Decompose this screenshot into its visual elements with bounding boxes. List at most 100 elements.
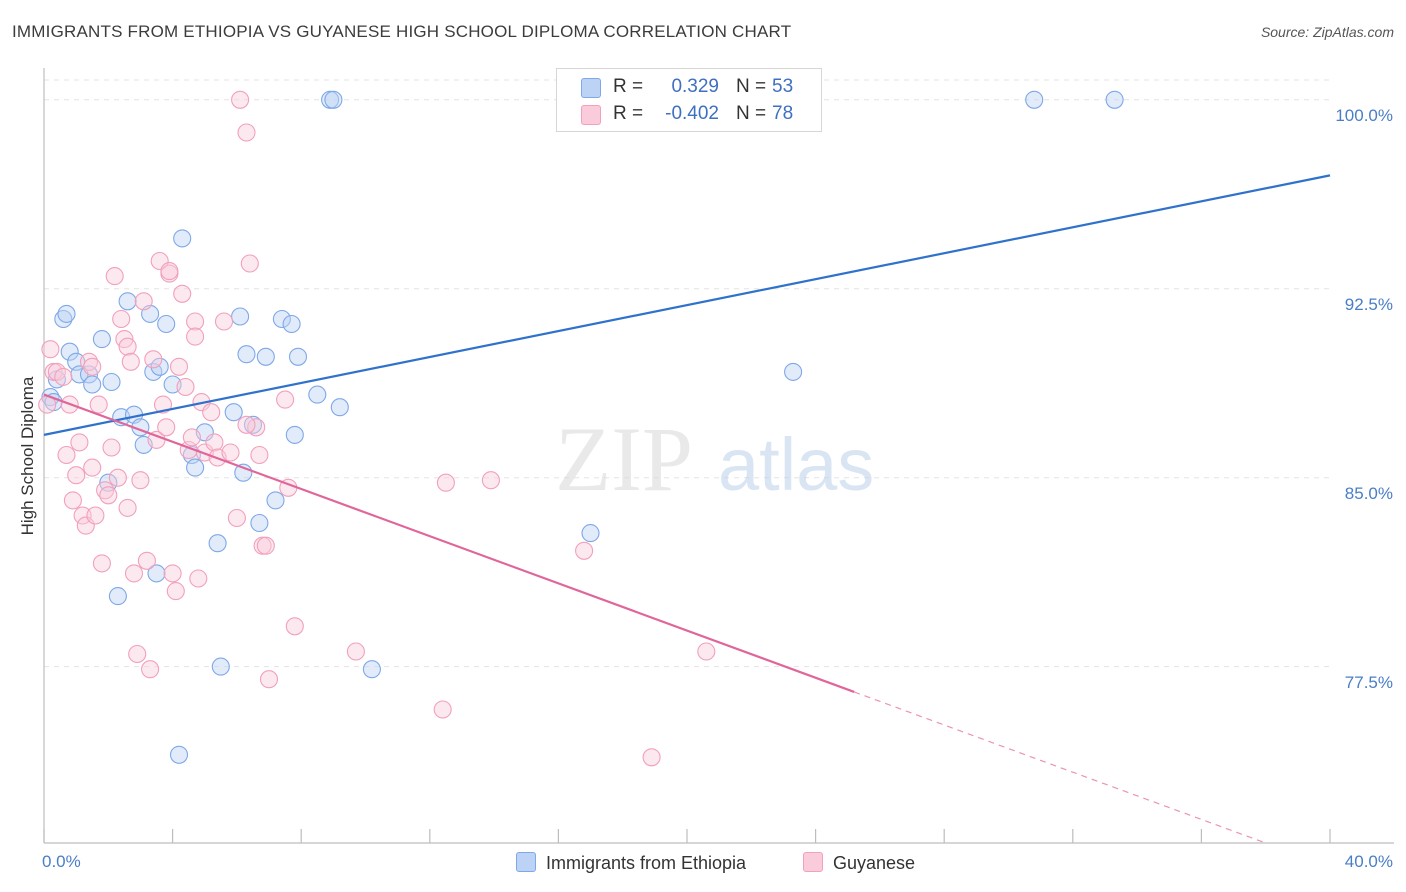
point-ethiopia (186, 458, 205, 477)
point-guyanese (186, 327, 205, 346)
point-guyanese (54, 367, 73, 386)
y-tick-label: 77.5% (1344, 672, 1393, 692)
point-ethiopia (173, 229, 192, 248)
point-guyanese (259, 670, 279, 689)
point-guyanese (124, 564, 144, 583)
point-ethiopia (308, 385, 327, 404)
y-tick-label: 85.0% (1344, 483, 1393, 503)
point-ethiopia (102, 372, 121, 392)
point-guyanese (79, 352, 99, 371)
watermark-atlas: atlas (718, 423, 874, 506)
point-guyanese (166, 582, 185, 601)
point-ethiopia (83, 375, 102, 394)
legend-item-guyanese[interactable]: Guyanese (803, 852, 915, 874)
y-tick-label: 100.0% (1335, 105, 1393, 125)
point-guyanese (76, 516, 95, 535)
point-guyanese (153, 395, 173, 414)
point-ethiopia (330, 398, 349, 417)
legend-swatch-ethiopia (516, 852, 536, 872)
point-guyanese (697, 642, 716, 661)
point-ethiopia (282, 314, 301, 334)
point-ethiopia (60, 342, 79, 361)
stats-row-ethiopia: R = 0.329 N = 53 (557, 74, 821, 100)
point-guyanese (108, 468, 127, 487)
x-tick-label-max: 40.0% (1344, 852, 1393, 871)
point-guyanese (112, 309, 131, 329)
point-guyanese (237, 415, 256, 434)
point-ethiopia (54, 309, 73, 329)
point-guyanese (642, 748, 661, 767)
y-axis-title: High School Diploma (18, 376, 37, 536)
point-ethiopia (243, 415, 263, 434)
point-guyanese (163, 564, 182, 583)
point-guyanese (70, 433, 89, 452)
point-ethiopia (169, 745, 189, 764)
trend-line-guyanese (43, 393, 855, 693)
source-label: Source: ZipAtlas.com (1260, 24, 1394, 40)
point-guyanese (121, 352, 140, 371)
trend-lines (43, 174, 1331, 844)
point-ethiopia (208, 534, 227, 553)
point-guyanese (189, 569, 208, 588)
point-guyanese (73, 506, 92, 525)
point-guyanese (481, 471, 500, 490)
r-value-ethiopia: 0.329 (671, 76, 719, 97)
point-guyanese (41, 340, 60, 359)
legend-item-ethiopia[interactable]: Immigrants from Ethiopia (516, 852, 746, 874)
point-guyanese (214, 312, 234, 331)
trend-line-ethiopia (43, 174, 1331, 436)
point-guyanese (89, 395, 108, 414)
point-guyanese (67, 466, 86, 485)
point-guyanese (221, 443, 240, 462)
point-ethiopia (256, 347, 275, 366)
point-guyanese (157, 418, 176, 437)
point-guyanese (433, 700, 452, 719)
point-ethiopia (1025, 90, 1044, 109)
stats-box: R = 0.329 N = 53 R = -0.402 N = 78 (556, 68, 822, 132)
n-label: N = (736, 76, 767, 97)
point-guyanese (144, 350, 163, 369)
point-guyanese (231, 90, 250, 109)
point-guyanese (256, 536, 275, 555)
point-ethiopia (784, 362, 803, 381)
point-ethiopia (57, 304, 76, 323)
point-ethiopia (250, 513, 269, 533)
point-guyanese (250, 445, 269, 465)
n-value-ethiopia: 53 (772, 76, 794, 97)
watermark: ZIP atlas (555, 408, 874, 510)
point-guyanese (128, 644, 147, 664)
legend-swatch-guyanese (803, 852, 823, 872)
point-guyanese (186, 312, 205, 331)
point-guyanese (105, 267, 124, 286)
point-ethiopia (285, 425, 304, 444)
point-guyanese (276, 390, 295, 409)
watermark-zip: ZIP (555, 408, 693, 510)
point-guyanese (131, 471, 150, 490)
point-guyanese (202, 403, 221, 422)
legend-label-ethiopia: Immigrants from Ethiopia (546, 853, 747, 873)
point-guyanese (346, 642, 365, 661)
point-guyanese (102, 438, 121, 457)
point-guyanese (575, 541, 594, 560)
point-ethiopia (147, 564, 166, 583)
point-guyanese (137, 551, 156, 570)
point-guyanese (169, 357, 189, 376)
point-guyanese (227, 508, 246, 528)
r-label: R = (613, 103, 644, 124)
point-ethiopia (288, 347, 308, 366)
point-ethiopia (92, 330, 111, 349)
gridlines (44, 79, 1330, 668)
n-label: N = (736, 103, 767, 124)
point-ethiopia (237, 345, 256, 364)
point-guyanese (134, 292, 153, 311)
r-label: R = (613, 76, 644, 97)
stats-row-guyanese: R = -0.402 N = 78 (557, 101, 821, 127)
point-guyanese (99, 486, 118, 505)
point-ethiopia (581, 524, 600, 543)
point-ethiopia (231, 307, 250, 326)
axes (43, 68, 1394, 844)
trend-line-guyanese-extension (853, 691, 1266, 844)
point-guyanese (96, 481, 115, 500)
r-value-guyanese: -0.402 (665, 103, 719, 124)
point-ethiopia (362, 660, 381, 679)
